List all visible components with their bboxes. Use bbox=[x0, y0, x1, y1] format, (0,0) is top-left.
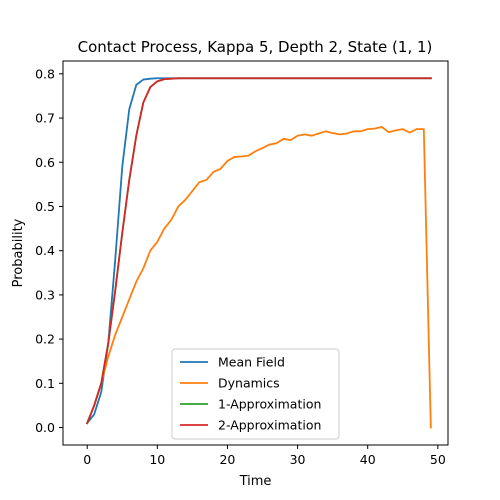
y-tick-label: 0.6 bbox=[35, 155, 55, 170]
x-tick-label: 0 bbox=[83, 452, 91, 467]
series-line-4 bbox=[86, 77, 432, 425]
x-tick-label: 10 bbox=[149, 452, 165, 467]
y-tick-label: 0.3 bbox=[35, 287, 55, 302]
y-tick-label: 0.1 bbox=[35, 376, 55, 391]
legend: Mean Field Dynamics 1-Approximation 2-Appro… bbox=[171, 348, 340, 440]
x-axis-title: Time bbox=[239, 474, 272, 489]
y-tick-label: 0.2 bbox=[35, 332, 55, 347]
y-axis-title: Probability bbox=[11, 218, 26, 287]
legend-label: Dynamics bbox=[218, 376, 280, 391]
series-layer bbox=[85, 77, 432, 429]
y-tick-label: 0.7 bbox=[35, 111, 55, 126]
y-tick-label: 0.8 bbox=[35, 66, 55, 81]
y-tick-label: 0.5 bbox=[35, 199, 55, 214]
legend-label: 1-Approximation bbox=[218, 397, 321, 412]
axes-layer: 0 10 20 30 40 50 0.0 0.1 0.2 0.3 0.4 0.5 0.6 0.7 0.8 bbox=[35, 60, 449, 467]
axes-frame bbox=[62, 60, 449, 446]
x-tick-label: 30 bbox=[290, 452, 306, 467]
legend-label: Mean Field bbox=[218, 355, 285, 370]
x-tick-label: 50 bbox=[430, 452, 446, 467]
y-tick-label: 0.4 bbox=[35, 243, 55, 258]
series-line-2 bbox=[86, 125, 432, 429]
chart-title: Contact Process, Kappa 5, Depth 2, State… bbox=[78, 38, 433, 56]
legend-label: 2-Approximation bbox=[218, 418, 321, 433]
x-tick-label: 40 bbox=[360, 452, 376, 467]
legend-box bbox=[171, 348, 340, 440]
x-tick-label: 20 bbox=[219, 452, 235, 467]
y-tick-label: 0.0 bbox=[35, 420, 55, 435]
